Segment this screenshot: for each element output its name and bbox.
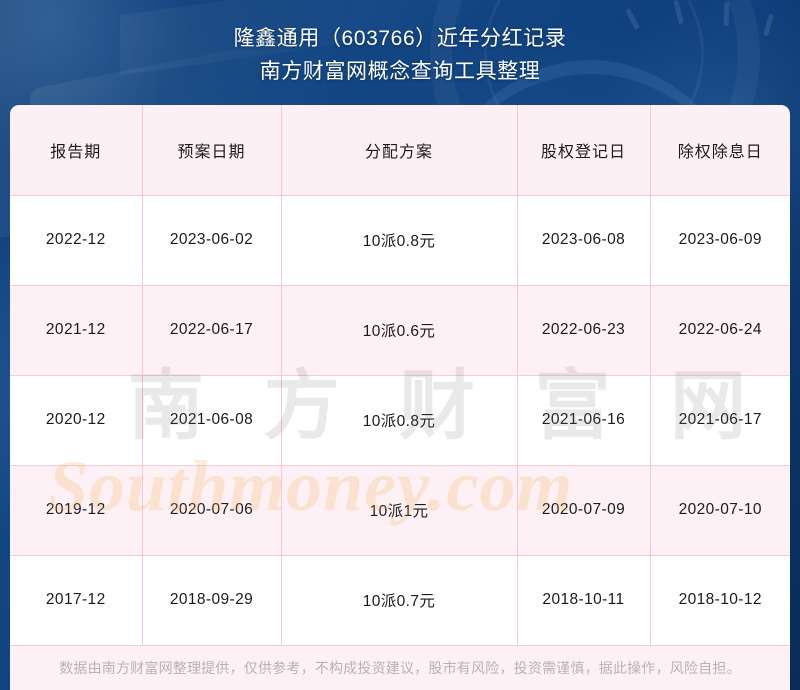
- gauge-tick-icon: [673, 0, 684, 25]
- cell-ex-dividend-date: 2023-06-09: [650, 195, 790, 286]
- table-row: 2020-12 2021-06-08 10派0.8元 2021-06-16 20…: [10, 375, 790, 466]
- column-header-plan-date: 预案日期: [142, 105, 282, 196]
- cell-report-period: 2022-12: [10, 195, 143, 286]
- table-row: 2019-12 2020-07-06 10派1元 2020-07-09 2020…: [10, 465, 790, 556]
- cell-record-date: 2020-07-09: [517, 465, 651, 556]
- cell-distribution: 10派0.6元: [281, 285, 518, 376]
- dividend-table: 报告期 预案日期 分配方案 股权登记日 除权除息日 2022-12 2023-0…: [10, 105, 790, 645]
- page-title-block: 隆鑫通用（603766）近年分红记录 南方财富网概念查询工具整理: [0, 22, 800, 88]
- cell-ex-dividend-date: 2021-06-17: [650, 375, 790, 466]
- table-body: 2022-12 2023-06-02 10派0.8元 2023-06-08 20…: [10, 195, 790, 645]
- cell-report-period: 2021-12: [10, 285, 143, 376]
- cell-record-date: 2018-10-11: [517, 555, 651, 645]
- cell-record-date: 2021-06-16: [517, 375, 651, 466]
- cell-distribution: 10派0.8元: [281, 195, 518, 286]
- cell-ex-dividend-date: 2022-06-24: [650, 285, 790, 376]
- cell-plan-date: 2022-06-17: [142, 285, 282, 376]
- cell-distribution: 10派0.7元: [281, 555, 518, 645]
- table-row: 2017-12 2018-09-29 10派0.7元 2018-10-11 20…: [10, 555, 790, 645]
- table-row: 2021-12 2022-06-17 10派0.6元 2022-06-23 20…: [10, 285, 790, 376]
- disclaimer-text: 数据由南方财富网整理提供，仅供参考，不构成投资建议，股市有风险，投资需谨慎，据此…: [59, 660, 741, 676]
- table-header-row: 报告期 预案日期 分配方案 股权登记日 除权除息日: [10, 105, 790, 196]
- cell-record-date: 2022-06-23: [517, 285, 651, 376]
- cell-plan-date: 2023-06-02: [142, 195, 282, 286]
- table-row: 2022-12 2023-06-02 10派0.8元 2023-06-08 20…: [10, 195, 790, 286]
- cell-distribution: 10派1元: [281, 465, 518, 556]
- cell-plan-date: 2018-09-29: [142, 555, 282, 645]
- table-header: 报告期 预案日期 分配方案 股权登记日 除权除息日: [10, 105, 790, 196]
- cell-record-date: 2023-06-08: [517, 195, 651, 286]
- column-header-record-date: 股权登记日: [517, 105, 651, 196]
- dividend-table-card: 报告期 预案日期 分配方案 股权登记日 除权除息日 2022-12 2023-0…: [10, 105, 790, 645]
- footer: 数据由南方财富网整理提供，仅供参考，不构成投资建议，股市有风险，投资需谨慎，据此…: [10, 645, 790, 690]
- column-header-distribution: 分配方案: [281, 105, 518, 196]
- page-subtitle: 南方财富网概念查询工具整理: [259, 60, 541, 83]
- cell-ex-dividend-date: 2018-10-12: [650, 555, 790, 645]
- cell-plan-date: 2021-06-08: [142, 375, 282, 466]
- cell-report-period: 2019-12: [10, 465, 143, 556]
- cell-report-period: 2017-12: [10, 555, 143, 645]
- cell-plan-date: 2020-07-06: [142, 465, 282, 556]
- column-header-report-period: 报告期: [10, 105, 143, 196]
- page-title: 隆鑫通用（603766）近年分红记录: [233, 27, 567, 50]
- cell-report-period: 2020-12: [10, 375, 143, 466]
- cell-ex-dividend-date: 2020-07-10: [650, 465, 790, 556]
- cell-distribution: 10派0.8元: [281, 375, 518, 466]
- column-header-ex-dividend-date: 除权除息日: [650, 105, 790, 196]
